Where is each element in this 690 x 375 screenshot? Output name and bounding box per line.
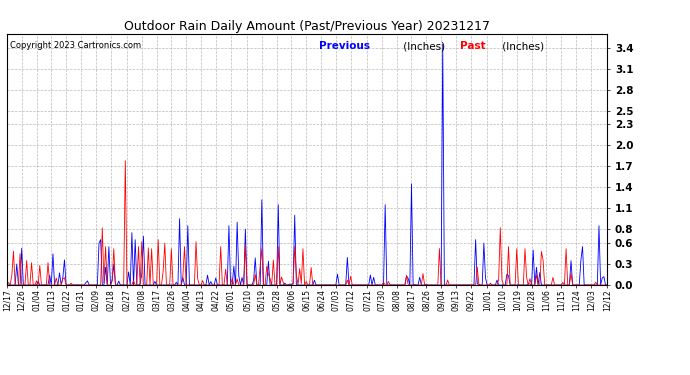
Text: Previous: Previous (319, 41, 370, 51)
Text: Copyright 2023 Cartronics.com: Copyright 2023 Cartronics.com (10, 41, 141, 50)
Title: Outdoor Rain Daily Amount (Past/Previous Year) 20231217: Outdoor Rain Daily Amount (Past/Previous… (124, 20, 490, 33)
Text: (Inches): (Inches) (400, 41, 445, 51)
Text: Past: Past (460, 41, 486, 51)
Text: (Inches): (Inches) (499, 41, 544, 51)
